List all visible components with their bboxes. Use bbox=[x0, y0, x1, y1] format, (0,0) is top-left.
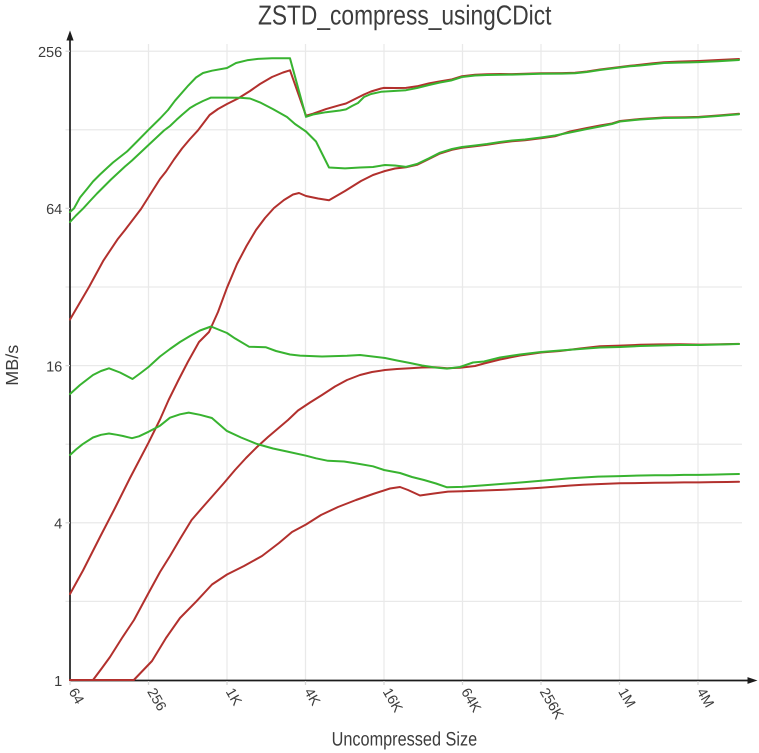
svg-text:4K: 4K bbox=[300, 686, 323, 709]
svg-text:ZSTD_compress_usingCDict: ZSTD_compress_usingCDict bbox=[258, 0, 552, 31]
svg-text:64: 64 bbox=[65, 686, 87, 708]
svg-text:1: 1 bbox=[54, 674, 62, 690]
svg-text:4: 4 bbox=[54, 517, 62, 533]
svg-text:64: 64 bbox=[46, 202, 62, 218]
svg-text:1K: 1K bbox=[222, 686, 245, 709]
svg-text:16: 16 bbox=[46, 359, 62, 375]
svg-text:MB/s: MB/s bbox=[2, 345, 22, 386]
svg-text:256: 256 bbox=[38, 45, 62, 61]
svg-text:Uncompressed Size: Uncompressed Size bbox=[332, 728, 478, 750]
